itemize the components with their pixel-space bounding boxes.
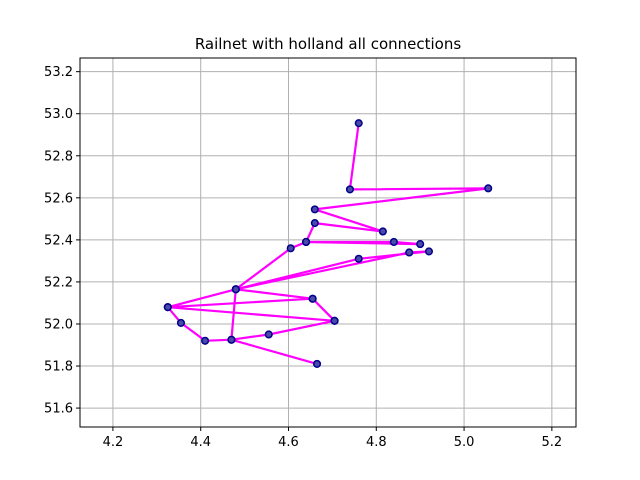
y-tick-label: 52.8 — [44, 149, 73, 164]
station-point — [424, 247, 434, 256]
y-tick-label: 52.2 — [44, 275, 73, 290]
station-point — [163, 303, 172, 312]
station-point — [310, 205, 319, 214]
y-axis: 51.6 51.8 52.0 52.2 52.4 52.6 52.8 53.0 53.2 — [44, 65, 80, 417]
station-point — [378, 227, 387, 236]
station-point — [308, 294, 317, 303]
y-tick-label: 51.8 — [44, 360, 73, 375]
y-tick-label: 51.6 — [44, 402, 73, 417]
station-point — [312, 359, 322, 368]
x-axis: 4.2 4.4 4.6 4.8 5.0 5.2 — [103, 427, 563, 450]
series-layer — [163, 119, 493, 368]
y-tick-label: 53.2 — [44, 65, 73, 80]
grid — [80, 58, 576, 427]
station-point — [330, 316, 339, 325]
y-tick-label: 52.6 — [44, 191, 73, 206]
station-point — [484, 184, 493, 193]
station-point — [302, 237, 311, 247]
station-point — [354, 254, 363, 263]
station-point — [227, 335, 236, 344]
axes-frame — [79, 57, 577, 428]
station-point — [201, 336, 210, 345]
station-point — [286, 244, 295, 253]
x-tick-label: 4.4 — [190, 435, 211, 450]
station-point — [310, 219, 319, 228]
station-point — [354, 119, 363, 128]
y-tick-label: 52.4 — [44, 233, 73, 248]
station-point — [231, 285, 240, 294]
x-tick-label: 4.2 — [103, 435, 124, 450]
y-tick-label: 53.0 — [44, 107, 73, 122]
station-point — [416, 240, 425, 249]
station-point — [264, 330, 273, 339]
station-point — [345, 185, 354, 194]
station-point — [176, 318, 186, 327]
x-tick-label: 4.6 — [278, 435, 299, 450]
station-point — [405, 248, 414, 257]
x-tick-label: 5.0 — [454, 435, 475, 450]
chart-title: Railnet with holland all connections — [195, 35, 462, 53]
x-tick-label: 5.2 — [542, 435, 563, 450]
x-tick-label: 4.8 — [366, 435, 387, 450]
station-point — [389, 237, 398, 247]
y-tick-label: 52.0 — [44, 317, 73, 332]
